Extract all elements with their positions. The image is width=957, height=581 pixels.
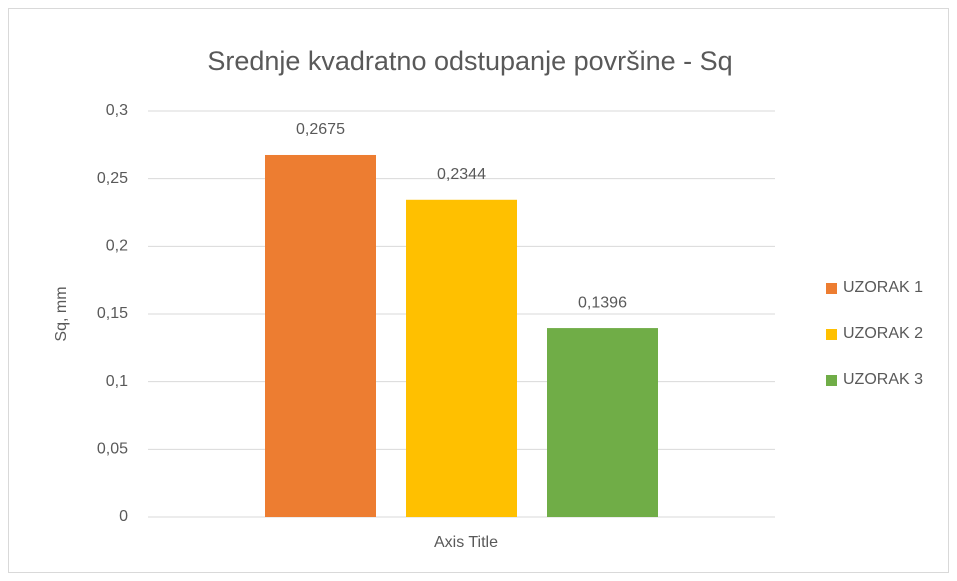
y-tick-label: 0	[119, 508, 128, 525]
legend-swatch	[826, 329, 837, 340]
data-label: 0,2675	[296, 121, 345, 138]
legend-swatch	[826, 375, 837, 386]
legend-label: UZORAK 1	[843, 279, 923, 296]
y-tick-label: 0,3	[106, 102, 128, 119]
y-tick-label: 0,15	[97, 305, 128, 322]
bar	[406, 199, 517, 517]
legend-swatch	[826, 283, 837, 294]
x-axis-title: Axis Title	[434, 534, 498, 551]
chart-title: Srednje kvadratno odstupanje površine - …	[207, 46, 732, 76]
y-axis-title: Sq, mm	[53, 286, 70, 341]
legend-label: UZORAK 3	[843, 371, 923, 388]
legend-label: UZORAK 2	[843, 325, 923, 342]
bar	[265, 154, 376, 517]
y-tick-label: 0,1	[106, 373, 128, 390]
y-tick-label: 0,25	[97, 170, 128, 187]
data-label: 0,1396	[578, 294, 627, 311]
y-tick-label: 0,2	[106, 238, 128, 255]
y-tick-label: 0,05	[97, 441, 128, 458]
data-label: 0,2344	[437, 166, 486, 183]
bar	[547, 328, 658, 517]
